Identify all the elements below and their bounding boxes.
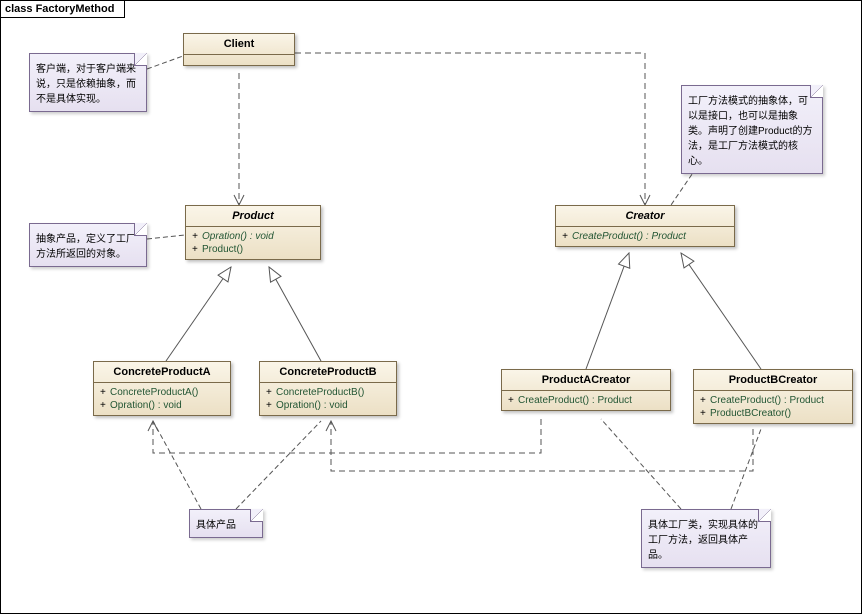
anchor-ccnote-a [601, 419, 681, 509]
member: +Opration() : void [192, 230, 314, 243]
class-product-a-creator: ProductACreator +CreateProduct() : Produ… [501, 369, 671, 411]
class-pac-members: +CreateProduct() : Product [502, 391, 670, 410]
member: +ConcreteProductB() [266, 386, 390, 399]
anchor-clientnote [147, 56, 183, 69]
class-cpb-name: ConcreteProductB [260, 362, 396, 383]
anchor-cpnote-a [153, 421, 201, 509]
edge-pbc-creator [681, 253, 761, 369]
note-product: 抽象产品，定义了工厂方法所返回的对象。 [29, 223, 147, 267]
edge-pac-creator [586, 253, 629, 369]
edge-cpa-product [166, 267, 231, 361]
class-creator: Creator +CreateProduct() : Product [555, 205, 735, 247]
class-product-b-creator: ProductBCreator +CreateProduct() : Produ… [693, 369, 853, 424]
member: +Product() [192, 243, 314, 256]
edge-pac-cpa [153, 419, 541, 453]
member: +CreateProduct() : Product [508, 394, 664, 407]
note-concrete-creator: 具体工厂类，实现具体的工厂方法，返回具体产品。 [641, 509, 771, 568]
member: +ProductBCreator() [700, 407, 846, 420]
note-concrete-product: 具体产品 [189, 509, 263, 538]
note-client: 客户端，对于客户端来说，只是依赖抽象，而不是具体实现。 [29, 53, 147, 112]
anchor-cpnote-b [236, 421, 321, 509]
class-pbc-members: +CreateProduct() : Product +ProductBCrea… [694, 391, 852, 423]
class-product-members: +Opration() : void +Product() [186, 227, 320, 259]
class-client-name: Client [184, 34, 294, 55]
diagram-frame: class FactoryMethod ConcreteProductA (da… [0, 0, 862, 614]
class-creator-members: +CreateProduct() : Product [556, 227, 734, 246]
class-product-name: Product [186, 206, 320, 227]
edge-client-creator [295, 53, 645, 205]
class-cpa-members: +ConcreteProductA() +Opration() : void [94, 383, 230, 415]
class-client-comp [184, 55, 294, 65]
member: +Opration() : void [266, 399, 390, 412]
class-concrete-product-a: ConcreteProductA +ConcreteProductA() +Op… [93, 361, 231, 416]
member: +Opration() : void [100, 399, 224, 412]
class-cpa-name: ConcreteProductA [94, 362, 230, 383]
class-cpb-members: +ConcreteProductB() +Opration() : void [260, 383, 396, 415]
member: +ConcreteProductA() [100, 386, 224, 399]
class-creator-name: Creator [556, 206, 734, 227]
frame-title: class FactoryMethod [1, 1, 125, 18]
class-product: Product +Opration() : void +Product() [185, 205, 321, 260]
class-client: Client [183, 33, 295, 66]
class-pbc-name: ProductBCreator [694, 370, 852, 391]
anchor-ccnote-b [731, 429, 761, 509]
edge-pbc-cpb [331, 421, 753, 471]
class-pac-name: ProductACreator [502, 370, 670, 391]
anchor-productnote [147, 235, 185, 239]
member: +CreateProduct() : Product [700, 394, 846, 407]
class-concrete-product-b: ConcreteProductB +ConcreteProductB() +Op… [259, 361, 397, 416]
note-creator: 工厂方法模式的抽象体，可以是接口，也可以是抽象类。声明了创建Product的方法… [681, 85, 823, 174]
edge-cpb-product [269, 267, 321, 361]
member: +CreateProduct() : Product [562, 230, 728, 243]
